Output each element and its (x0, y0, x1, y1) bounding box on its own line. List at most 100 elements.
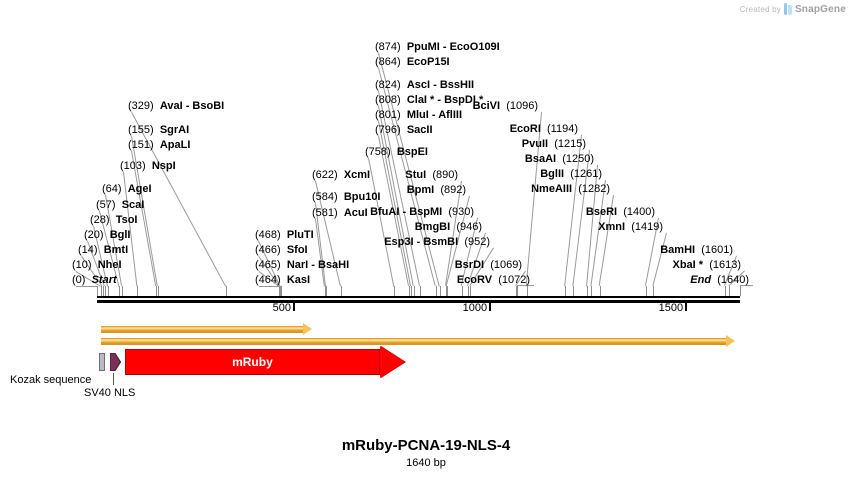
enzyme-name: BmgBI (414, 221, 451, 233)
enzyme-site-label-nhei[interactable]: (10) NheI (72, 260, 122, 271)
enzyme-position: (10) (72, 259, 92, 271)
enzyme-site-label-bmti[interactable]: (14) BmtI (78, 245, 128, 256)
enzyme-position: (890) (432, 169, 458, 181)
feature-mruby-cds[interactable]: mRuby (125, 346, 405, 378)
enzyme-site-label-bfuai[interactable]: BfuAI - BspMI (930) (370, 207, 474, 218)
enzyme-name: PluTI (286, 229, 314, 241)
enzyme-site-label-xmni[interactable]: XmnI (1419) (598, 222, 663, 233)
enzyme-site-label-bspei[interactable]: (758) BspEI (365, 147, 428, 158)
enzyme-site-label-acui[interactable]: (581) AcuI (312, 208, 368, 219)
enzyme-site-label-start[interactable]: (0) Start (72, 275, 117, 286)
enzyme-position: (14) (78, 244, 98, 256)
enzyme-name: MluI (406, 109, 429, 121)
enzyme-site-label-pluti[interactable]: (468) PluTI (255, 230, 314, 241)
enzyme-site-label-bsaai[interactable]: BsaAI (1250) (525, 154, 594, 165)
enzyme-name: BsmBI (423, 236, 459, 248)
enzyme-site-label-asci[interactable]: (824) AscI - BssHII (375, 80, 474, 91)
enzyme-name: BglI (109, 229, 131, 241)
site-tick (470, 286, 472, 296)
site-tick (729, 286, 731, 296)
feature-kozak-sequence[interactable] (99, 353, 105, 371)
enzyme-site-label-esp3i[interactable]: Esp3I - BsmBI (952) (384, 237, 490, 248)
enzyme-site-label-nmeaiii[interactable]: NmeAIII (1282) (531, 184, 610, 195)
enzyme-site-label-stui[interactable]: StuI (890) (405, 170, 458, 181)
enzyme-name: BspEI (396, 146, 428, 158)
enzyme-position: (864) (375, 56, 401, 68)
enzyme-position: (581) (312, 207, 338, 219)
site-tick (445, 286, 447, 296)
enzyme-site-label-avai[interactable]: (329) AvaI - BsoBI (128, 101, 224, 112)
enzyme-site-label-bpu10i[interactable]: (584) Bpu10I (312, 192, 381, 203)
ruler-tick (293, 302, 295, 311)
watermark-prefix: Created by (739, 4, 781, 14)
enzyme-site-label-apali[interactable]: (151) ApaLI (128, 140, 190, 151)
enzyme-site-label-bsrdi[interactable]: BsrDI (1069) (455, 260, 522, 271)
enzyme-site-label-kasi[interactable]: (464) KasI (255, 275, 310, 286)
enzyme-site-label-clai[interactable]: (808) ClaI * - BspDI * (375, 95, 483, 106)
enzyme-site-label-xbai[interactable]: XbaI * (1613) (673, 260, 742, 271)
enzyme-position: (796) (375, 124, 401, 136)
ruler-label: 1000 (462, 302, 488, 314)
enzyme-position: (465) (255, 259, 281, 271)
enzyme-position: (584) (312, 191, 338, 203)
enzyme-site-label-sacii[interactable]: (796) SacII (375, 125, 433, 136)
enzyme-site-label-xcmi[interactable]: (622) XcmI (312, 170, 370, 181)
enzyme-position: (0) (72, 274, 86, 286)
enzyme-position: (1194) (547, 123, 578, 135)
enzyme-position: (1640) (717, 274, 749, 286)
enzyme-site-label-ecori[interactable]: EcoRI (1194) (510, 124, 578, 135)
backbone-line-bottom (97, 300, 740, 303)
enzyme-site-label-ecorv[interactable]: EcoRV (1072) (457, 275, 530, 286)
feature-label-kozak: Kozak sequence (10, 374, 92, 386)
enzyme-site-label-bseri[interactable]: BseRI (1400) (586, 207, 655, 218)
site-tick (394, 286, 396, 296)
enzyme-name: AvaI (159, 100, 183, 112)
enzyme-leader-line (131, 136, 158, 287)
enzyme-name: AgeI (127, 183, 152, 195)
enzyme-site-label-tsoi[interactable]: (28) TsoI (90, 215, 137, 226)
enzyme-site-label-scai[interactable]: (57) ScaI (96, 200, 144, 211)
site-tick (599, 286, 601, 296)
enzyme-site-label-sgrai[interactable]: (155) SgrAI (128, 125, 189, 136)
feature-label-sv40-nls: SV40 NLS (84, 387, 136, 399)
enzyme-site-label-bmgbi[interactable]: BmgBI (946) (415, 222, 482, 233)
enzyme-site-label-bcivi[interactable]: BciVI (1096) (473, 101, 538, 112)
enzyme-position: (20) (84, 229, 104, 241)
site-tick (156, 286, 158, 296)
enzyme-site-label-bpmi[interactable]: BpmI (892) (407, 185, 466, 196)
enzyme-name: StuI (405, 169, 427, 181)
enzyme-name: AscI (406, 79, 431, 91)
site-tick (724, 286, 726, 296)
backbone-line-top (97, 296, 740, 298)
enzyme-position: (1613) (709, 259, 741, 271)
enzyme-site-label-bgli[interactable]: (20) BglI (84, 230, 130, 241)
enzyme-site-label-end[interactable]: End (1640) (690, 275, 749, 286)
enzyme-position: (151) (128, 139, 154, 151)
enzyme-site-label-sfoi[interactable]: (466) SfoI (255, 245, 308, 256)
enzyme-site-label-nspi[interactable]: (103) NspI (120, 161, 176, 172)
enzyme-site-label-pvuii[interactable]: PvuII (1215) (522, 139, 586, 150)
enzyme-site-label-nari[interactable]: (465) NarI - BsaHI (255, 260, 349, 271)
enzyme-position: (1069) (490, 259, 522, 271)
enzyme-site-label-ppumi[interactable]: (874) PpuMI - EcoO109I (375, 42, 500, 53)
enzyme-site-label-ecop15i[interactable]: (864) EcoP15I (375, 57, 450, 68)
site-tick (435, 286, 437, 296)
enzyme-name: TsoI (115, 214, 138, 226)
site-tick (100, 286, 102, 296)
site-tick (461, 286, 463, 296)
enzyme-site-label-bglii[interactable]: BglII (1261) (540, 169, 602, 180)
enzyme-position: (801) (375, 109, 401, 121)
enzyme-leader-line (368, 158, 395, 287)
enzyme-site-label-mlui[interactable]: (801) MluI - AflIII (375, 110, 462, 121)
feature-sv40-nls[interactable] (109, 352, 122, 376)
enzyme-position: (1282) (578, 183, 610, 195)
enzyme-name: PpuMI (406, 41, 440, 53)
enzyme-site-label-bamhi[interactable]: BamHI (1601) (660, 245, 733, 256)
site-tick (137, 286, 139, 296)
enzyme-site-label-agei[interactable]: (64) AgeI (102, 184, 152, 195)
site-tick (326, 286, 327, 296)
site-tick (413, 286, 415, 296)
feature-leader-nls (112, 373, 114, 385)
enzyme-position: (808) (375, 94, 401, 106)
